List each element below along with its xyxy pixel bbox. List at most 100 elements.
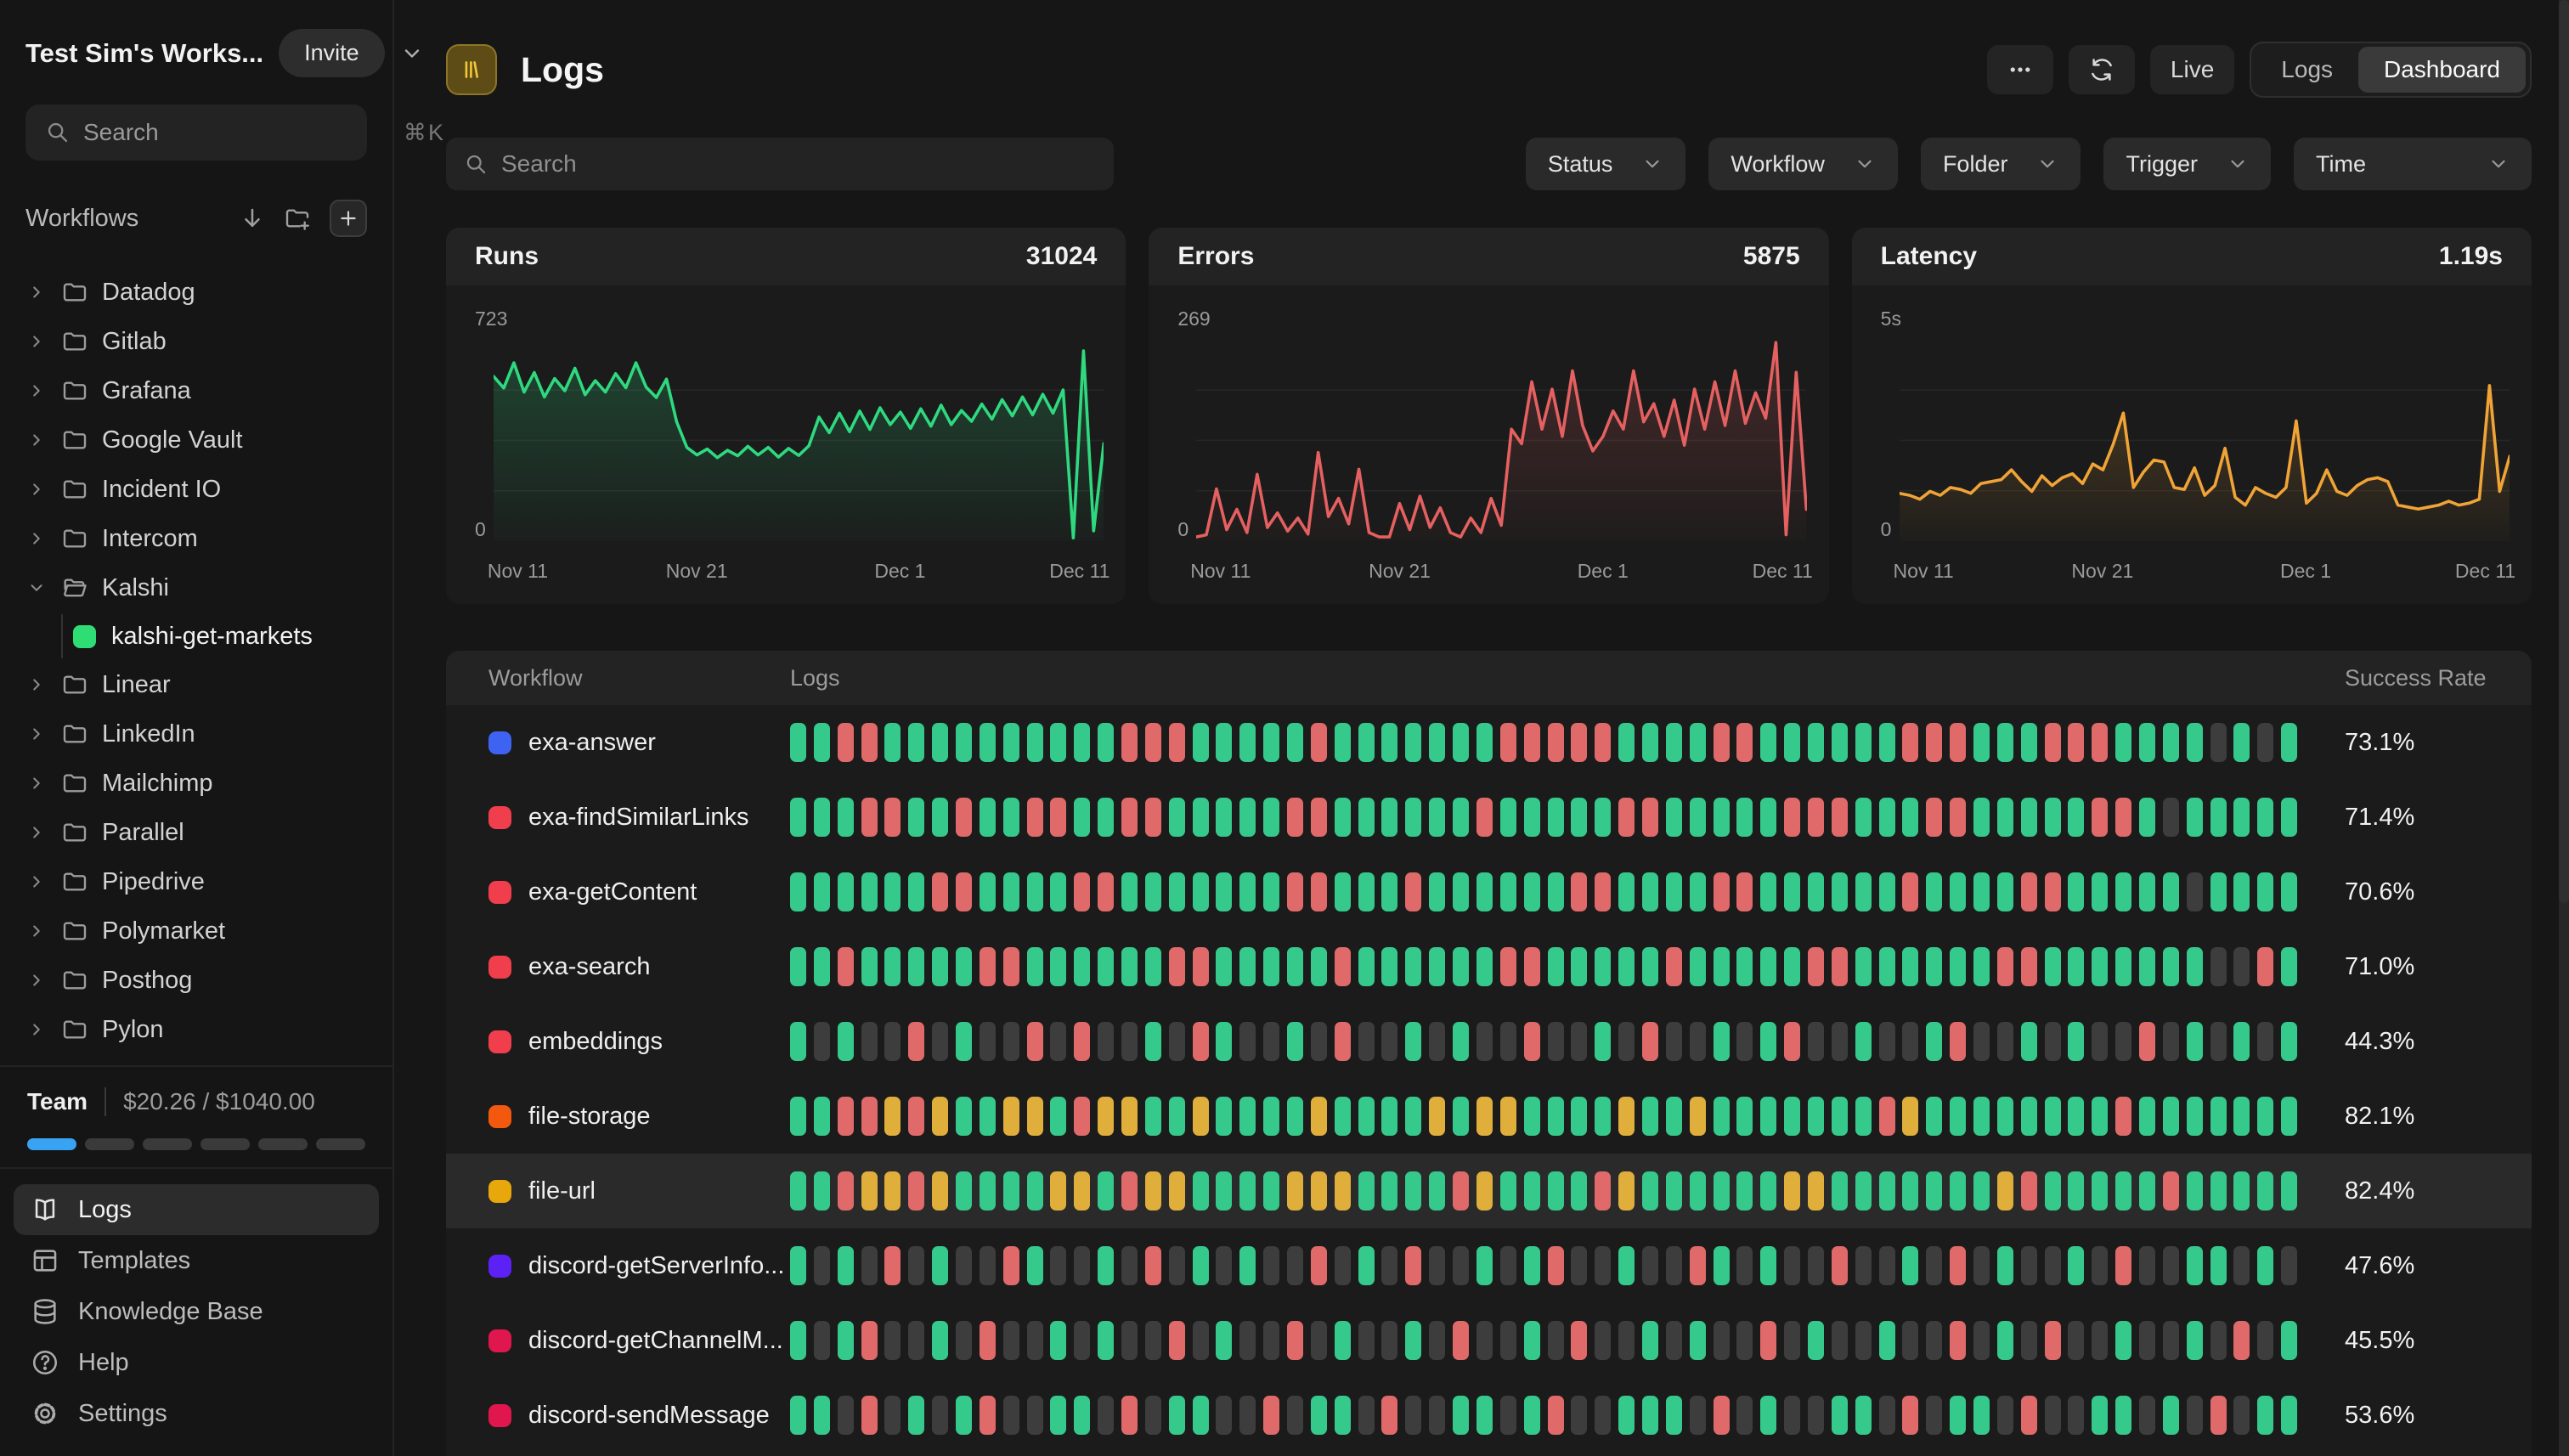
folder-item-pipedrive[interactable]: Pipedrive xyxy=(25,857,377,906)
log-bar[interactable] xyxy=(1476,872,1493,911)
log-bar[interactable] xyxy=(1027,947,1043,986)
log-bar[interactable] xyxy=(1429,1097,1445,1136)
log-bar[interactable] xyxy=(1239,798,1256,837)
log-bar[interactable] xyxy=(861,1097,878,1136)
log-bar[interactable] xyxy=(1358,723,1375,762)
log-bar[interactable] xyxy=(1216,1321,1232,1360)
log-bar[interactable] xyxy=(2210,1022,2227,1061)
log-bar[interactable] xyxy=(1714,1246,1730,1285)
log-bar[interactable] xyxy=(1335,1171,1351,1211)
log-bar[interactable] xyxy=(1098,1171,1114,1211)
log-bar[interactable] xyxy=(2115,947,2131,986)
log-bar[interactable] xyxy=(1855,947,1872,986)
log-bar[interactable] xyxy=(2281,1321,2297,1360)
log-bar[interactable] xyxy=(908,1321,924,1360)
log-bar[interactable] xyxy=(1902,872,1918,911)
log-bar[interactable] xyxy=(2092,1171,2108,1211)
log-bar[interactable] xyxy=(1642,723,1658,762)
log-bar[interactable] xyxy=(1760,1246,1776,1285)
log-bar[interactable] xyxy=(1855,1171,1872,1211)
log-bar[interactable] xyxy=(1832,947,1848,986)
log-bar[interactable] xyxy=(884,947,901,986)
log-bar[interactable] xyxy=(2163,798,2179,837)
log-bar[interactable] xyxy=(1595,1171,1611,1211)
log-bar[interactable] xyxy=(2187,798,2203,837)
log-bar[interactable] xyxy=(1855,1396,1872,1435)
log-bar[interactable] xyxy=(2163,872,2179,911)
log-bar[interactable] xyxy=(1571,723,1587,762)
log-bar[interactable] xyxy=(1618,947,1635,986)
log-bar[interactable] xyxy=(1524,1171,1540,1211)
log-bar[interactable] xyxy=(1808,872,1824,911)
log-bar[interactable] xyxy=(1548,1171,1564,1211)
log-bar[interactable] xyxy=(2045,872,2061,911)
log-bar[interactable] xyxy=(1832,1097,1848,1136)
log-bar[interactable] xyxy=(1997,1321,2013,1360)
log-bar[interactable] xyxy=(2257,723,2273,762)
log-bar[interactable] xyxy=(1926,798,1942,837)
log-bar[interactable] xyxy=(1879,1097,1895,1136)
log-bar[interactable] xyxy=(1595,1396,1611,1435)
log-bar[interactable] xyxy=(1902,1246,1918,1285)
log-bar[interactable] xyxy=(1074,872,1090,911)
log-bar[interactable] xyxy=(1287,1246,1303,1285)
folder-item-gitlab[interactable]: Gitlab xyxy=(25,317,377,366)
log-bar[interactable] xyxy=(2210,1321,2227,1360)
log-bar[interactable] xyxy=(1902,1097,1918,1136)
log-bar[interactable] xyxy=(1760,1171,1776,1211)
log-bar[interactable] xyxy=(2163,947,2179,986)
log-bar[interactable] xyxy=(1595,798,1611,837)
log-bar[interactable] xyxy=(908,947,924,986)
log-bar[interactable] xyxy=(814,1097,830,1136)
log-bar[interactable] xyxy=(1145,1321,1161,1360)
log-bar[interactable] xyxy=(2163,1097,2179,1136)
folder-item-kalshi[interactable]: Kalshi xyxy=(25,563,377,612)
log-bar[interactable] xyxy=(1736,1246,1753,1285)
log-bar[interactable] xyxy=(1216,1396,1232,1435)
log-bar[interactable] xyxy=(1571,798,1587,837)
log-bar[interactable] xyxy=(1429,1246,1445,1285)
log-bar[interactable] xyxy=(1832,1171,1848,1211)
log-bar[interactable] xyxy=(1358,1097,1375,1136)
log-bar[interactable] xyxy=(1973,872,1990,911)
log-bar[interactable] xyxy=(1690,1396,1706,1435)
log-bar[interactable] xyxy=(1973,1246,1990,1285)
log-bar[interactable] xyxy=(861,1246,878,1285)
log-bar[interactable] xyxy=(2092,947,2108,986)
log-bar[interactable] xyxy=(1666,798,1682,837)
filter-status[interactable]: Status xyxy=(1526,138,1686,190)
sort-arrow-down-icon[interactable] xyxy=(240,206,265,231)
log-bar[interactable] xyxy=(1500,1171,1516,1211)
log-bar[interactable] xyxy=(1476,1022,1493,1061)
log-bar[interactable] xyxy=(1405,1171,1421,1211)
log-bar[interactable] xyxy=(1926,872,1942,911)
log-bar[interactable] xyxy=(2021,1246,2037,1285)
log-bar[interactable] xyxy=(1003,798,1019,837)
log-bar[interactable] xyxy=(1121,1171,1138,1211)
log-bar[interactable] xyxy=(1121,872,1138,911)
log-bar[interactable] xyxy=(2281,1396,2297,1435)
log-bar[interactable] xyxy=(1405,1022,1421,1061)
log-bar[interactable] xyxy=(1997,872,2013,911)
folder-item-parallel[interactable]: Parallel xyxy=(25,808,377,857)
team-label[interactable]: Team xyxy=(27,1088,88,1115)
log-bar[interactable] xyxy=(1832,723,1848,762)
log-bar[interactable] xyxy=(1760,1097,1776,1136)
toggle-logs[interactable]: Logs xyxy=(2256,47,2358,93)
log-bar[interactable] xyxy=(2115,1321,2131,1360)
log-bar[interactable] xyxy=(1548,1246,1564,1285)
log-bar[interactable] xyxy=(932,1171,948,1211)
log-bar[interactable] xyxy=(1287,1022,1303,1061)
log-bar[interactable] xyxy=(2187,872,2203,911)
log-bar[interactable] xyxy=(1287,1171,1303,1211)
log-bar[interactable] xyxy=(2281,1171,2297,1211)
sidebar-item-settings[interactable]: Settings xyxy=(14,1388,379,1439)
log-bar[interactable] xyxy=(1405,947,1421,986)
log-bar[interactable] xyxy=(838,1097,854,1136)
log-bar[interactable] xyxy=(1216,723,1232,762)
log-bar[interactable] xyxy=(1050,1246,1066,1285)
log-bar[interactable] xyxy=(1003,1171,1019,1211)
log-bar[interactable] xyxy=(2021,947,2037,986)
log-bar[interactable] xyxy=(884,723,901,762)
log-bar[interactable] xyxy=(1287,1321,1303,1360)
